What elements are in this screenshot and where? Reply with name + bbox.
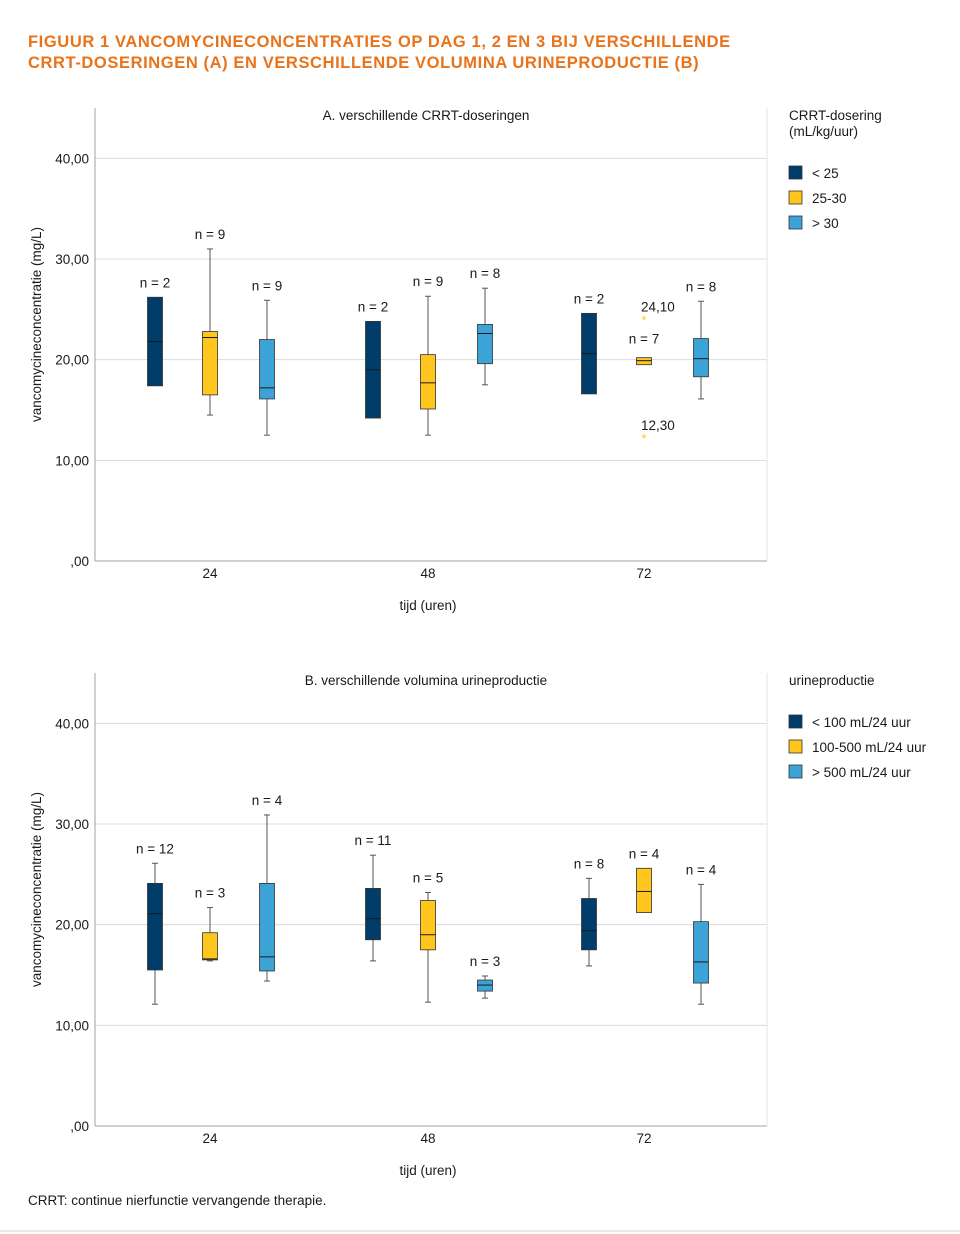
n-label: n = 4	[629, 846, 660, 861]
box	[477, 324, 493, 365]
n-label: n = 8	[686, 279, 716, 294]
legend-title: urineproductie	[789, 673, 875, 688]
y-tick-label: 20,00	[55, 353, 89, 368]
box	[202, 331, 218, 396]
x-tick-label: 72	[636, 566, 651, 581]
x-axis-label: tijd (uren)	[399, 1163, 456, 1178]
figure-title-line-2: CRRT-DOSERINGEN (A) EN VERSCHILLENDE VOL…	[28, 54, 700, 72]
box	[693, 338, 709, 378]
n-label: n = 2	[140, 275, 170, 290]
n-label: n = 11	[355, 833, 392, 848]
legend-label: 25-30	[812, 191, 847, 206]
legend-label: < 100 mL/24 uur	[812, 715, 911, 730]
legend-swatch	[788, 190, 803, 205]
x-tick-label: 24	[202, 1131, 218, 1146]
legend-swatch	[788, 165, 803, 180]
figure-title: FIGUUR 1 VANCOMYCINECONCENTRATIES OP DAG…	[28, 32, 928, 74]
chart-title: B. verschillende volumina urineproductie	[305, 673, 547, 688]
y-tick-label: 40,00	[55, 716, 89, 731]
box	[420, 900, 436, 951]
y-tick-label: ,00	[70, 554, 89, 569]
n-label: n = 9	[195, 227, 225, 242]
boxplot-chart-a: ,00 10,00 20,00 30,00 40,00 A. verschillende …	[29, 108, 882, 613]
n-label: n = 3	[470, 954, 500, 969]
y-tick-label: 20,00	[55, 918, 89, 933]
legend-swatch	[788, 215, 803, 230]
x-tick-label: 48	[420, 1131, 435, 1146]
n-label: n = 9	[252, 278, 282, 293]
y-tick-label: 10,00	[55, 1018, 89, 1033]
n-label: n = 7	[629, 332, 659, 347]
n-label: n = 5	[413, 870, 443, 885]
box	[365, 888, 381, 941]
n-label: n = 12	[136, 841, 174, 856]
legend-label: > 30	[812, 216, 839, 231]
outlier-marker: *	[641, 431, 646, 446]
y-tick-label: 30,00	[55, 252, 89, 267]
y-tick-label: 30,00	[55, 817, 89, 832]
legend-label: > 500 mL/24 uur	[812, 765, 911, 780]
chart-title: A. verschillende CRRT-doseringen	[323, 108, 530, 123]
y-tick-label: 40,00	[55, 151, 89, 166]
n-label: n = 9	[413, 274, 443, 289]
box	[477, 979, 493, 992]
box	[636, 867, 652, 913]
y-tick-label: 10,00	[55, 453, 89, 468]
box	[693, 921, 709, 984]
box	[581, 898, 597, 951]
n-label: n = 8	[470, 266, 500, 281]
n-label: n = 3	[195, 886, 225, 901]
legend-title: (mL/kg/uur)	[789, 124, 858, 139]
bottom-rule	[0, 1230, 960, 1232]
box	[147, 882, 163, 971]
figure-title-line-1: FIGUUR 1 VANCOMYCINECONCENTRATIES OP DAG…	[28, 33, 731, 51]
y-tick-label: ,00	[70, 1119, 89, 1134]
outlier-label: 12,30	[641, 418, 675, 433]
legend-swatch	[788, 739, 803, 754]
legend-title: CRRT-dosering	[789, 108, 882, 123]
legend-swatch	[788, 764, 803, 779]
outlier-label: 24,10	[641, 299, 675, 314]
outlier-marker: *	[641, 312, 646, 327]
n-label: n = 2	[574, 291, 604, 306]
n-label: n = 4	[252, 793, 283, 808]
y-axis-label: vancomycineconcentratie (mg/L)	[29, 227, 44, 422]
n-label: n = 2	[358, 299, 388, 314]
footnote: CRRT: continue nierfunctie vervangende t…	[28, 1193, 327, 1208]
box	[259, 339, 275, 400]
legend-swatch	[788, 714, 803, 729]
boxplot-chart-b: ,00 10,00 20,00 30,00 40,00 B. verschillende …	[29, 673, 927, 1178]
y-axis-label: vancomycineconcentratie (mg/L)	[29, 792, 44, 987]
box	[636, 357, 652, 366]
x-axis-label: tijd (uren)	[399, 598, 456, 613]
legend-label: 100-500 mL/24 uur	[812, 740, 927, 755]
x-tick-label: 72	[636, 1131, 651, 1146]
box	[420, 354, 436, 410]
box	[202, 932, 218, 961]
legend-label: < 25	[812, 166, 839, 181]
box	[259, 882, 275, 972]
n-label: n = 8	[574, 856, 604, 871]
n-label: n = 4	[686, 862, 717, 877]
x-tick-label: 24	[202, 566, 218, 581]
x-tick-label: 48	[420, 566, 435, 581]
